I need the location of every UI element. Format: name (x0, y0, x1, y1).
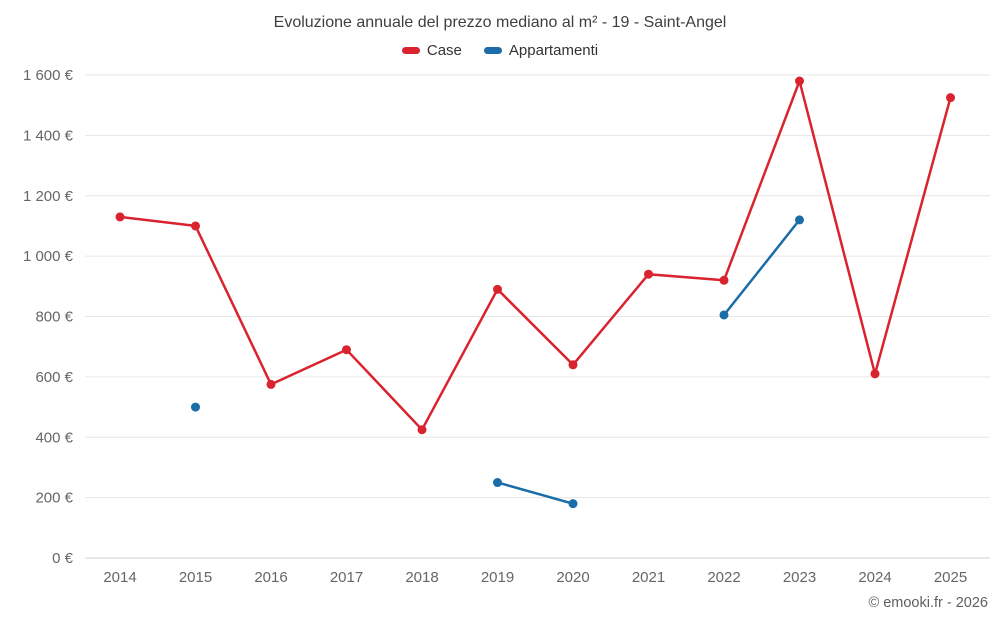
x-tick-label: 2019 (481, 569, 514, 586)
x-tick-label: 2025 (934, 569, 967, 586)
appartamenti-legend-label: Appartamenti (508, 42, 599, 59)
y-tick-label: 1 600 € (23, 67, 74, 84)
legend-item-case[interactable]: Case (401, 42, 462, 59)
copyright-text: © emooki.fr - 2026 (868, 595, 988, 611)
x-tick-label: 2023 (783, 569, 816, 586)
legend-item-appartamenti[interactable]: Appartamenti (483, 42, 599, 59)
y-tick-label: 800 € (35, 309, 73, 326)
data-point-case[interactable] (115, 212, 125, 222)
data-point-appartamenti[interactable] (568, 499, 578, 509)
x-tick-label: 2014 (103, 569, 136, 586)
data-point-appartamenti[interactable] (719, 310, 729, 320)
data-point-case[interactable] (719, 275, 729, 285)
chart-title: Evoluzione annuale del prezzo mediano al… (273, 14, 727, 31)
data-point-case[interactable] (946, 93, 955, 103)
data-point-appartamenti[interactable] (493, 478, 502, 488)
x-tick-label: 2021 (632, 569, 665, 586)
data-point-case[interactable] (568, 360, 578, 370)
data-point-case[interactable] (644, 269, 653, 279)
data-point-case[interactable] (191, 221, 200, 231)
y-tick-label: 1 400 € (23, 127, 74, 144)
data-point-case[interactable] (266, 379, 276, 389)
x-tick-label: 2017 (330, 569, 363, 586)
data-point-appartamenti[interactable] (191, 402, 200, 412)
data-point-case[interactable] (493, 284, 502, 294)
x-tick-label: 2016 (254, 569, 287, 586)
x-tick-label: 2022 (707, 569, 740, 586)
data-point-case[interactable] (795, 76, 804, 86)
legend: Case Appartamenti (0, 42, 1000, 59)
case-legend-marker (401, 47, 420, 54)
x-tick-label: 2024 (858, 569, 891, 586)
y-tick-label: 200 € (35, 490, 73, 507)
case-legend-label: Case (426, 42, 462, 59)
y-tick-label: 0 € (52, 550, 74, 567)
y-tick-label: 600 € (35, 369, 73, 386)
data-point-case[interactable] (870, 369, 880, 379)
data-point-appartamenti[interactable] (795, 215, 804, 225)
appartamenti-legend-marker (483, 47, 502, 54)
data-point-case[interactable] (417, 425, 427, 435)
x-tick-label: 2018 (405, 569, 438, 586)
series-line-appartamenti (496, 218, 801, 505)
x-tick-label: 2015 (179, 569, 212, 586)
series-line-case (118, 79, 952, 431)
x-tick-label: 2020 (556, 569, 589, 586)
y-tick-label: 400 € (35, 429, 73, 446)
y-tick-label: 1 000 € (23, 248, 74, 265)
data-point-case[interactable] (342, 345, 351, 355)
y-tick-label: 1 200 € (23, 188, 74, 205)
